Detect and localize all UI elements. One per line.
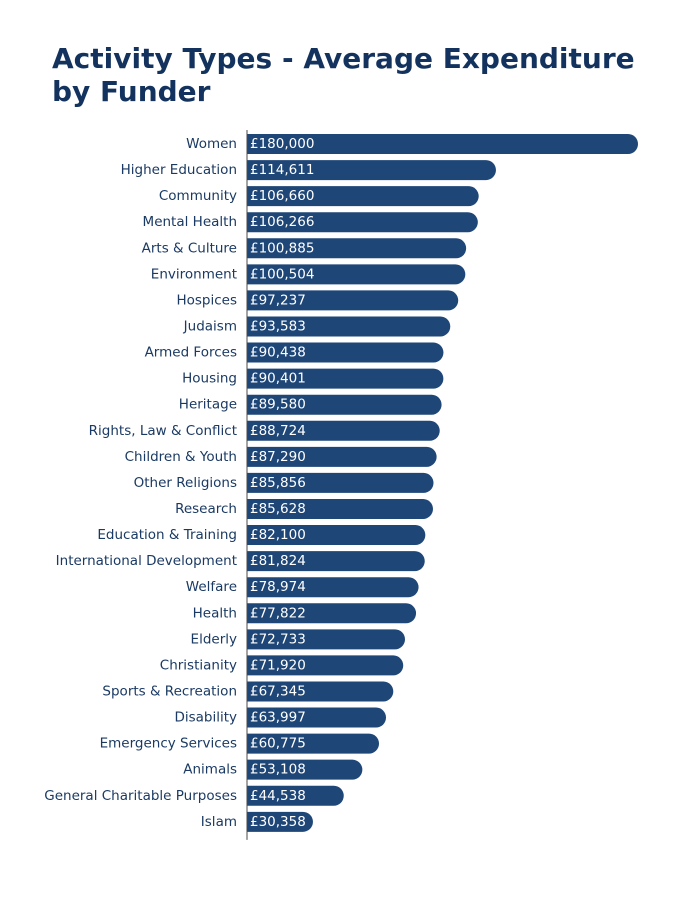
- value-label: £88,724: [250, 423, 306, 439]
- value-label: £71,920: [250, 657, 306, 673]
- category-label: Heritage: [179, 397, 237, 413]
- value-label: £180,000: [250, 136, 314, 152]
- bar: [247, 577, 419, 598]
- chart-title: Activity Types - Average Expenditure by …: [52, 42, 635, 108]
- category-label: Elderly: [191, 631, 237, 647]
- category-label: Other Religions: [134, 475, 237, 491]
- bar: [247, 368, 444, 389]
- value-label: £93,583: [250, 318, 306, 334]
- value-label: £60,775: [250, 736, 306, 752]
- value-label: £77,822: [250, 605, 306, 621]
- category-label: Christianity: [160, 657, 237, 673]
- category-label: Islam: [201, 814, 237, 830]
- value-label: £78,974: [250, 579, 306, 595]
- value-label: £114,611: [250, 162, 314, 178]
- category-label: Hospices: [176, 292, 237, 308]
- bar: [247, 655, 404, 676]
- bar: [247, 472, 434, 493]
- bar: [247, 733, 380, 754]
- value-label: £81,824: [250, 553, 306, 569]
- category-label: Sports & Recreation: [102, 683, 237, 699]
- value-label: £44,538: [250, 788, 306, 804]
- value-label: £67,345: [250, 683, 306, 699]
- value-label: £100,504: [250, 266, 314, 282]
- bar: [247, 290, 459, 311]
- value-label: £63,997: [250, 710, 306, 726]
- bar: [247, 811, 313, 832]
- value-label: £106,660: [250, 188, 314, 204]
- category-label: Housing: [182, 371, 237, 387]
- bar: [247, 629, 405, 650]
- bar: [247, 394, 442, 415]
- bar: [247, 420, 440, 441]
- category-label: Health: [193, 605, 237, 621]
- bar: [247, 759, 363, 780]
- category-label: Community: [159, 188, 237, 204]
- category-label: Arts & Culture: [142, 240, 237, 256]
- category-label: Emergency Services: [100, 736, 237, 752]
- bar: [247, 212, 478, 233]
- category-label: Disability: [174, 710, 237, 726]
- bars-layer: Women £180,000 Higher Education £114,611 Com…: [44, 134, 638, 832]
- bar: [247, 498, 433, 519]
- value-label: £53,108: [250, 762, 306, 778]
- bar: [247, 707, 387, 728]
- value-label: £90,438: [250, 345, 306, 361]
- bar: [247, 160, 496, 181]
- category-label: International Development: [56, 553, 237, 569]
- bar: [247, 186, 479, 207]
- category-label: General Charitable Purposes: [44, 788, 237, 804]
- value-label: £85,856: [250, 475, 306, 491]
- category-label: Women: [186, 136, 237, 152]
- bar: [247, 551, 425, 572]
- category-label: Welfare: [186, 579, 237, 595]
- bar: [247, 238, 467, 259]
- bar: [247, 264, 466, 285]
- category-label: Armed Forces: [145, 345, 237, 361]
- category-label: Children & Youth: [125, 449, 237, 465]
- category-label: Mental Health: [143, 214, 237, 230]
- bar: [247, 681, 394, 702]
- bar: [247, 342, 444, 363]
- value-label: £85,628: [250, 501, 306, 517]
- bar: [247, 785, 344, 806]
- bar: [247, 603, 417, 624]
- category-label: Research: [175, 501, 237, 517]
- bar: [247, 446, 437, 467]
- category-label: Higher Education: [121, 162, 237, 178]
- value-label: £106,266: [250, 214, 314, 230]
- category-label: Animals: [183, 762, 237, 778]
- value-label: £30,358: [250, 814, 306, 830]
- value-label: £89,580: [250, 397, 306, 413]
- bar: [247, 316, 451, 337]
- category-label: Education & Training: [97, 527, 237, 543]
- category-label: Environment: [151, 266, 237, 282]
- bar: [247, 134, 638, 154]
- value-label: £72,733: [250, 631, 306, 647]
- category-label: Rights, Law & Conflict: [89, 423, 237, 439]
- value-label: £97,237: [250, 292, 306, 308]
- category-label: Judaism: [183, 318, 237, 334]
- value-label: £100,885: [250, 240, 314, 256]
- bar: [247, 525, 426, 546]
- value-label: £90,401: [250, 371, 306, 387]
- value-label: £82,100: [250, 527, 306, 543]
- value-label: £87,290: [250, 449, 306, 465]
